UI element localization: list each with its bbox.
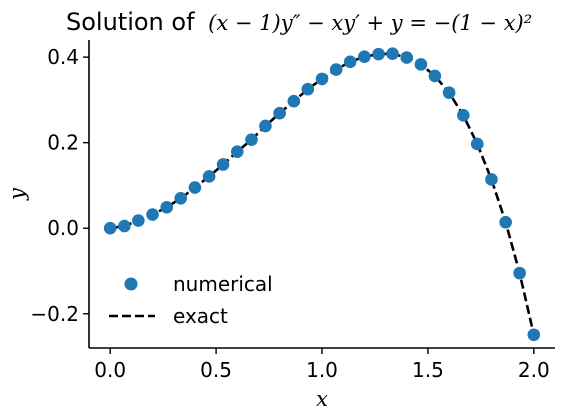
y-tick-label: −0.2: [30, 302, 79, 326]
numerical-point: [499, 215, 512, 229]
numerical-point: [400, 51, 414, 64]
numerical-point: [132, 214, 145, 227]
numerical-point: [118, 219, 131, 233]
x-axis-ticks: 0.0 0.5 1.0 1.5 2.0: [94, 348, 550, 382]
numerical-point: [230, 145, 244, 158]
numerical-point: [414, 58, 428, 71]
chart-title-prefix: Solution of: [66, 8, 195, 36]
numerical-point: [245, 133, 258, 146]
legend-numerical-marker: [124, 277, 138, 291]
numerical-point: [259, 119, 272, 133]
numerical-point: [358, 50, 371, 63]
axes: 0.0 0.5 1.0 1.5 2.0 −0.2 0.0 0.2 0.4: [30, 40, 555, 382]
x-axis-label: x: [316, 387, 328, 411]
y-tick-label: 0.2: [47, 131, 79, 155]
numerical-point: [160, 200, 174, 214]
numerical-point: [470, 137, 484, 151]
legend-exact-label: exact: [173, 304, 228, 328]
numerical-point: [527, 328, 541, 342]
y-tick-label: 0.4: [47, 45, 79, 69]
numerical-series-markers: [103, 47, 541, 342]
numerical-point: [329, 63, 343, 76]
legend: numerical exact: [109, 272, 273, 328]
x-tick-label: 0.0: [94, 358, 126, 382]
numerical-point: [456, 108, 470, 122]
numerical-point: [513, 266, 526, 280]
numerical-point: [188, 181, 202, 194]
numerical-point: [442, 86, 456, 99]
chart-title: Solution of (x − 1)y″ − xy′ + y = −(1 − …: [66, 8, 532, 36]
y-tick-label: 0.0: [47, 216, 79, 240]
legend-numerical-label: numerical: [173, 272, 273, 296]
x-tick-label: 1.5: [412, 358, 444, 382]
numerical-point: [372, 47, 385, 61]
numerical-point: [216, 158, 230, 171]
plot-area: [103, 47, 541, 342]
x-tick-label: 0.5: [200, 358, 232, 382]
numerical-point: [273, 106, 286, 120]
numerical-point: [386, 47, 399, 60]
x-tick-label: 2.0: [518, 358, 550, 382]
y-axis-label: y: [5, 187, 29, 201]
numerical-point: [343, 55, 357, 69]
numerical-point: [301, 82, 315, 96]
chart-title-equation: (x − 1)y″ − xy′ + y = −(1 − x)²: [208, 11, 532, 35]
numerical-point: [315, 72, 329, 86]
numerical-point: [202, 170, 216, 183]
numerical-point: [103, 221, 117, 235]
x-tick-label: 1.0: [306, 358, 338, 382]
numerical-point: [174, 191, 188, 205]
numerical-point: [287, 94, 301, 108]
numerical-point: [428, 69, 442, 83]
y-axis-ticks: −0.2 0.0 0.2 0.4: [30, 45, 89, 326]
numerical-point: [485, 173, 498, 186]
numerical-point: [146, 208, 159, 221]
